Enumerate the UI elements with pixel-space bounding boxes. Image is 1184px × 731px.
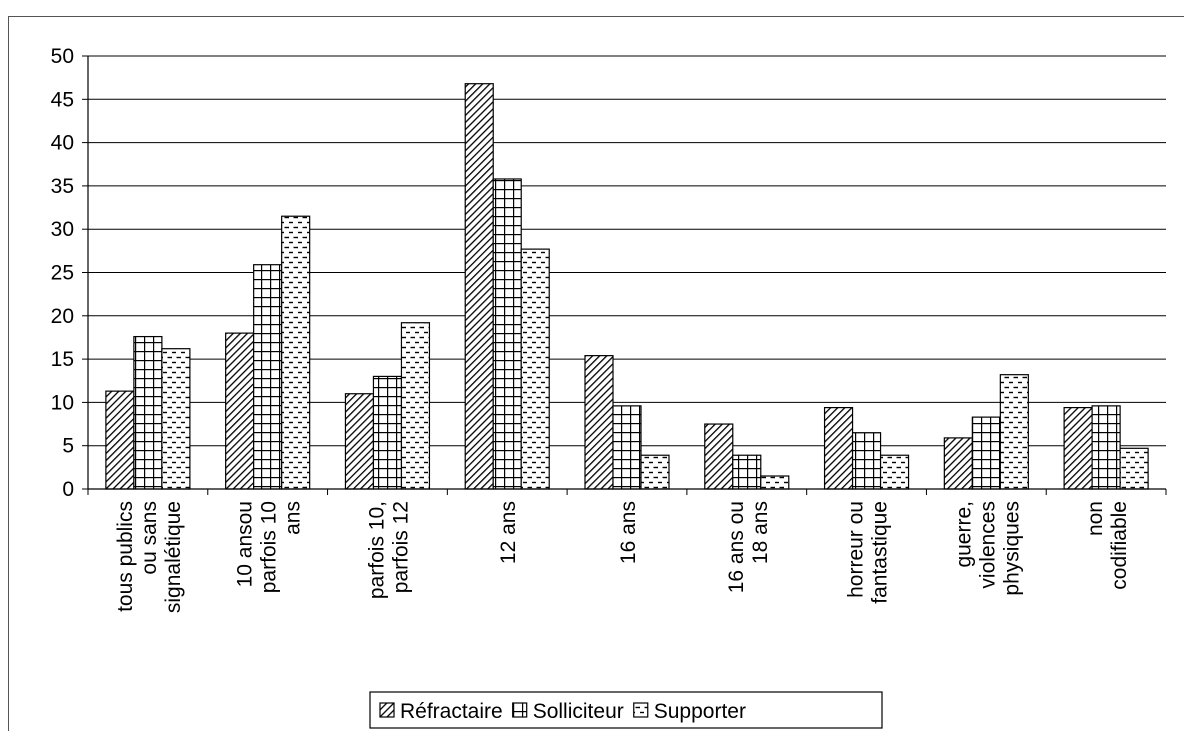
category-label: tous publics bbox=[114, 501, 137, 612]
category-label: guerre, bbox=[952, 501, 975, 568]
bar-diagonal bbox=[704, 423, 734, 490]
category-label: signalétique bbox=[162, 501, 185, 613]
category-label: 12 ans bbox=[497, 501, 520, 564]
legend-swatch-dashes bbox=[633, 702, 649, 718]
bar-diagonal bbox=[464, 83, 494, 490]
y-tick-label: 15 bbox=[51, 348, 74, 371]
category-label: non bbox=[1084, 501, 1107, 536]
legend-swatch-diagonal bbox=[379, 702, 395, 718]
bar-dashes bbox=[640, 454, 670, 490]
bar-diagonal bbox=[225, 332, 255, 490]
legend-label: Solliciteur bbox=[533, 700, 624, 723]
bar-diagonal bbox=[823, 406, 854, 490]
category-label: fantastique bbox=[869, 501, 892, 604]
bar-diagonal bbox=[105, 390, 135, 490]
bar-grid bbox=[732, 454, 762, 490]
category-label: ans bbox=[282, 501, 305, 535]
bar-dashes bbox=[999, 374, 1029, 490]
bar-dashes bbox=[400, 322, 431, 490]
y-tick-label: 20 bbox=[51, 305, 74, 328]
y-tick-label: 0 bbox=[62, 478, 74, 501]
bar-diagonal bbox=[1063, 406, 1093, 490]
bar-diagonal bbox=[943, 437, 973, 490]
category-label: codifiable bbox=[1108, 501, 1131, 590]
category-label: horreur ou bbox=[845, 501, 868, 598]
y-tick-label: 25 bbox=[51, 262, 74, 285]
category-label: parfois 10 bbox=[258, 501, 281, 593]
category-labels: tous publics ou sans signalétique 10 ansou p… bbox=[114, 501, 1131, 613]
y-tick-label: 30 bbox=[51, 218, 74, 241]
bar-dashes bbox=[520, 248, 550, 490]
legend: Réfractaire Solliciteur Supporter bbox=[369, 691, 883, 729]
bars bbox=[105, 83, 1149, 490]
bar-grid bbox=[133, 335, 163, 490]
bar-diagonal bbox=[584, 355, 614, 490]
legend-label: Supporter bbox=[654, 700, 746, 723]
y-tick-label: 50 bbox=[51, 45, 74, 68]
category-label: 10 ansou bbox=[234, 501, 257, 587]
category-label: 16 ans ou bbox=[725, 501, 748, 593]
category-label: 18 ans bbox=[749, 501, 772, 564]
chart-frame bbox=[8, 16, 1184, 731]
legend-label: Réfractaire bbox=[400, 700, 503, 723]
bar-dashes bbox=[161, 348, 191, 490]
axes bbox=[82, 55, 1167, 495]
bar-dashes bbox=[281, 215, 311, 490]
y-tick-label: 45 bbox=[51, 88, 74, 111]
bar-grid bbox=[372, 375, 403, 490]
bar-grid bbox=[253, 264, 283, 490]
category-label: parfois 10, bbox=[365, 501, 388, 599]
category-label: 16 ans bbox=[617, 501, 640, 564]
bar-grid bbox=[612, 405, 642, 490]
bar-dashes bbox=[1119, 447, 1149, 490]
category-label: parfois 12 bbox=[389, 501, 412, 593]
bar-grid bbox=[492, 178, 522, 490]
legend-swatch-grid bbox=[512, 702, 528, 718]
bar-grid bbox=[851, 432, 882, 490]
y-tick-label: 35 bbox=[51, 175, 74, 198]
bar-dashes bbox=[760, 475, 790, 490]
bar-dashes bbox=[879, 454, 910, 490]
category-label: ou sans bbox=[138, 501, 161, 575]
bar-diagonal bbox=[344, 393, 375, 490]
legend-box bbox=[369, 691, 883, 729]
category-label: violences bbox=[976, 501, 999, 589]
bar-grid bbox=[1091, 405, 1121, 490]
y-tick-label: 10 bbox=[51, 391, 74, 414]
bar-grid bbox=[971, 416, 1001, 490]
category-label: physiques bbox=[1000, 501, 1023, 596]
y-tick-labels: 0 5 10 15 20 25 30 35 40 45 50 bbox=[51, 45, 74, 501]
y-tick-label: 5 bbox=[62, 435, 74, 458]
y-tick-label: 40 bbox=[51, 132, 74, 155]
